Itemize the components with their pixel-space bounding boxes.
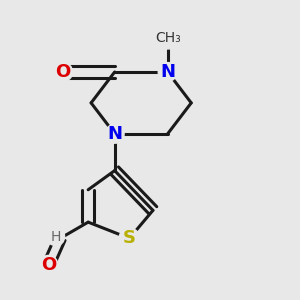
Text: CH₃: CH₃ (155, 31, 181, 44)
Text: H: H (51, 230, 61, 244)
Circle shape (155, 24, 180, 49)
Text: O: O (41, 256, 56, 274)
Text: N: N (160, 63, 175, 81)
Circle shape (39, 255, 58, 274)
Text: S: S (123, 229, 136, 247)
Circle shape (47, 228, 64, 246)
Text: O: O (56, 63, 71, 81)
Circle shape (105, 124, 124, 143)
Circle shape (54, 62, 73, 81)
Circle shape (119, 228, 140, 249)
Text: N: N (107, 125, 122, 143)
Circle shape (158, 62, 177, 81)
